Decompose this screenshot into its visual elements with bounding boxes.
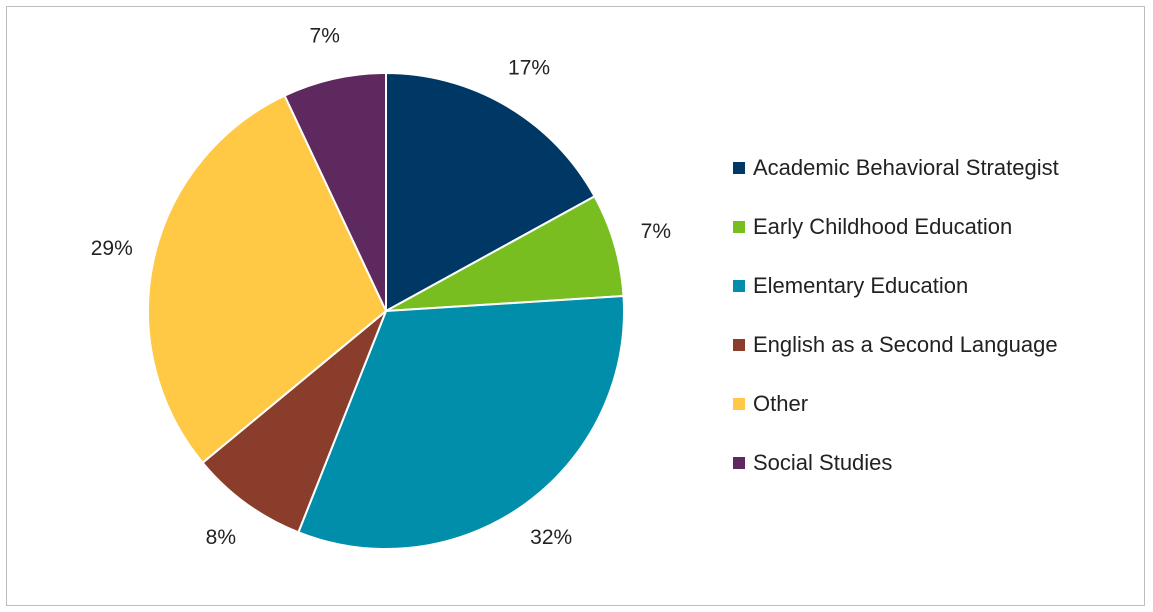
pie-slice — [283, 71, 387, 312]
legend-swatch — [733, 398, 745, 410]
legend-swatch — [733, 162, 745, 174]
legend-item: Academic Behavioral Strategist — [733, 150, 1059, 186]
legend-item: Early Childhood Education — [733, 209, 1059, 245]
pie-slice — [147, 94, 388, 465]
legend-item: Elementary Education — [733, 268, 1059, 304]
pie-slice — [201, 310, 387, 534]
legend-label: Academic Behavioral Strategist — [753, 155, 1059, 180]
data-label: 8% — [206, 526, 236, 549]
legend-label: Elementary Education — [753, 273, 969, 298]
legend-item: Social Studies — [733, 445, 1059, 481]
pie-slice — [385, 71, 596, 313]
pie-slice — [385, 194, 625, 312]
data-label: 17% — [508, 57, 550, 80]
legend-item: English as a Second Language — [733, 327, 1059, 363]
legend-label: Social Studies — [753, 450, 893, 475]
data-label: 32% — [530, 526, 572, 549]
data-label: 7% — [641, 220, 671, 243]
legend-label: Early Childhood Education — [753, 214, 1013, 239]
pie-slice — [297, 294, 625, 550]
chart-legend: Academic Behavioral Strategist Early Chi… — [733, 150, 1059, 504]
data-label: 7% — [310, 24, 340, 47]
legend-label: Other — [753, 391, 809, 416]
legend-label: English as a Second Language — [753, 332, 1058, 357]
legend-swatch — [733, 221, 745, 233]
legend-swatch — [733, 457, 745, 469]
legend-swatch — [733, 339, 745, 351]
legend-swatch — [733, 280, 745, 292]
legend-item: Other — [733, 386, 1059, 422]
data-label: 29% — [91, 237, 133, 260]
